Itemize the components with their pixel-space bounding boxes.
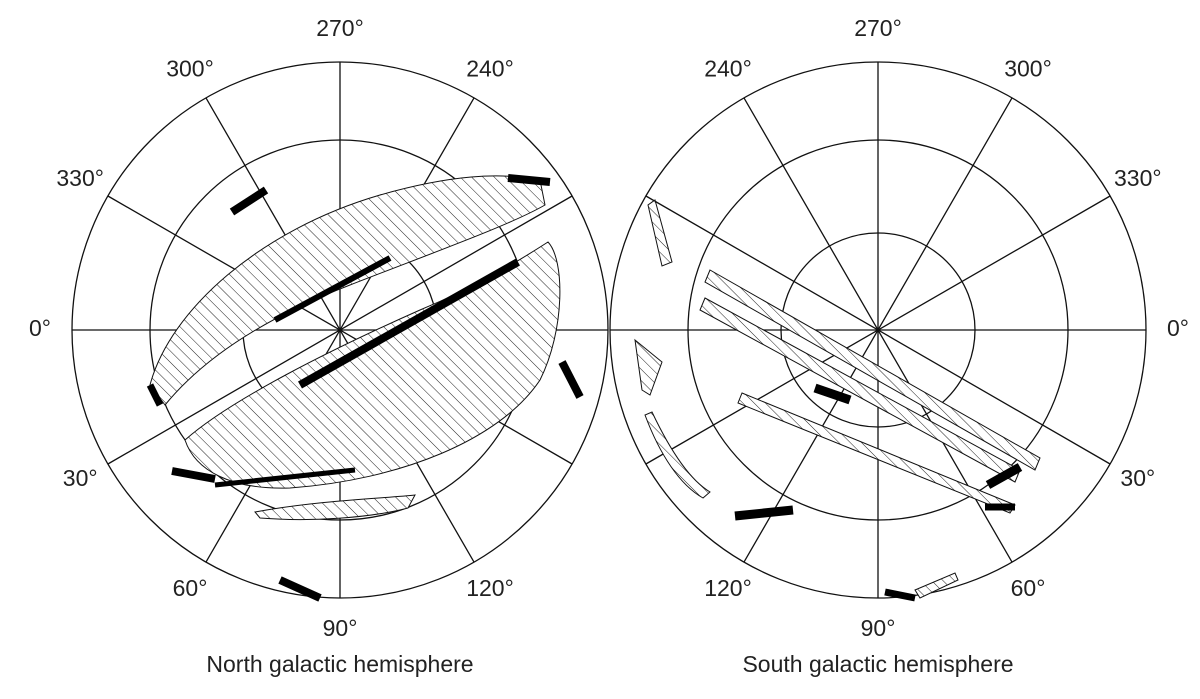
strip xyxy=(884,588,916,602)
strip xyxy=(507,174,551,186)
angle-label: 60° xyxy=(173,575,208,601)
angle-label: 30° xyxy=(1120,465,1155,491)
angle-label: 240° xyxy=(466,55,514,81)
angle-label: 30° xyxy=(63,465,98,491)
angle-label: 0° xyxy=(29,315,51,341)
strip xyxy=(171,467,216,483)
strip xyxy=(985,463,1023,489)
strip xyxy=(813,383,852,405)
strip xyxy=(273,255,392,323)
plot-title: North galactic hemisphere xyxy=(206,651,473,677)
strip xyxy=(278,576,322,602)
coverage-strip xyxy=(737,392,1016,514)
angle-label: 270° xyxy=(316,15,364,41)
angle-label: 90° xyxy=(861,615,896,641)
coverage-strip xyxy=(914,572,959,599)
strip xyxy=(734,505,794,521)
angle-label: 270° xyxy=(854,15,902,41)
coverage-strip xyxy=(704,269,1041,471)
coverage-strip xyxy=(644,411,711,499)
coverage-strip xyxy=(634,338,663,396)
coverage-region xyxy=(149,175,546,406)
coverage-strip xyxy=(647,199,673,267)
coverage-region xyxy=(254,494,416,521)
angle-label: 0° xyxy=(1167,315,1189,341)
north-plot xyxy=(71,61,609,602)
angle-label: 330° xyxy=(1114,165,1162,191)
grid-spoke xyxy=(107,195,573,465)
angle-label: 60° xyxy=(1011,575,1046,601)
angle-label: 330° xyxy=(56,165,104,191)
coverage-strip xyxy=(699,297,1021,483)
angle-label: 300° xyxy=(166,55,214,81)
angle-label: 120° xyxy=(704,575,752,601)
strip xyxy=(214,467,356,488)
angle-label: 240° xyxy=(704,55,752,81)
strip xyxy=(298,258,520,389)
strip xyxy=(558,360,584,399)
strip xyxy=(229,186,269,216)
angle-label: 120° xyxy=(466,575,514,601)
strip xyxy=(146,383,164,407)
angle-label: 300° xyxy=(1004,55,1052,81)
polar-grid xyxy=(609,61,1147,599)
angle-label: 90° xyxy=(323,615,358,641)
grid-spoke xyxy=(645,195,1111,465)
plot-title: South galactic hemisphere xyxy=(742,651,1013,677)
coverage-region xyxy=(184,241,561,489)
south-plot xyxy=(609,61,1147,602)
